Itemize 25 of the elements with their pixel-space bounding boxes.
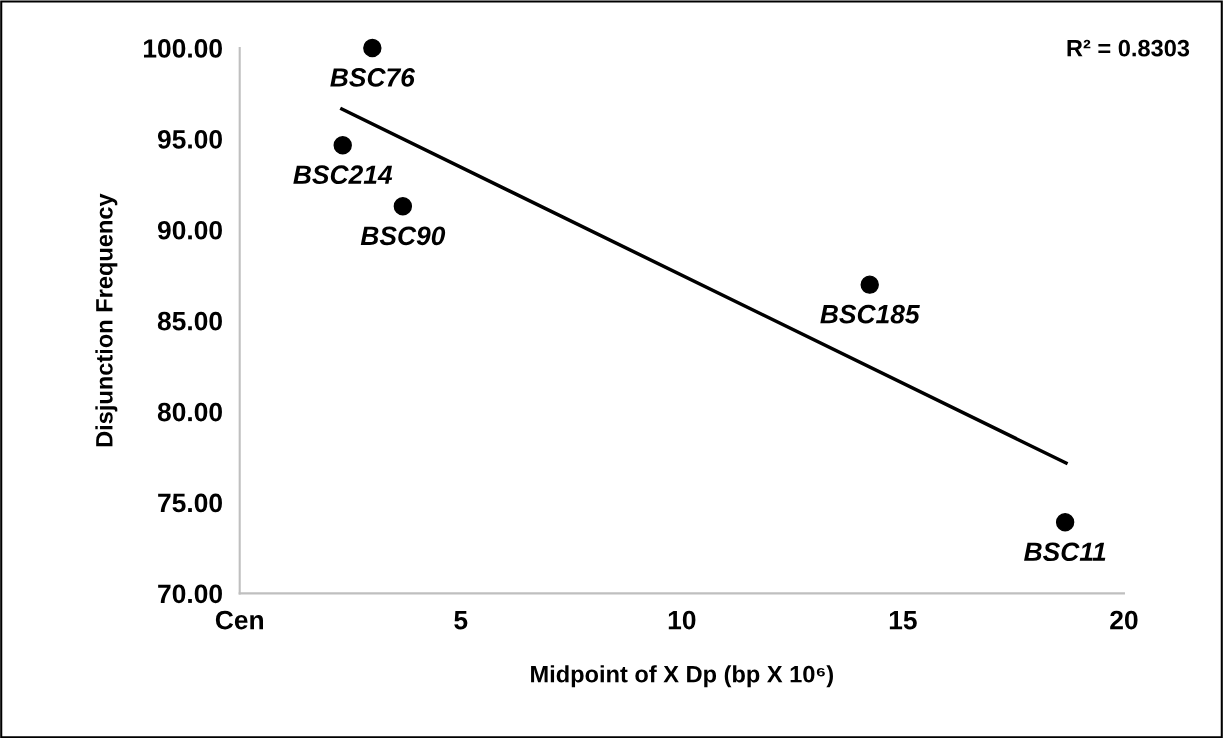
- x-tick-label: 5: [454, 610, 468, 630]
- y-tick-label: 75.00: [158, 493, 222, 513]
- annotation: BSC90: [360, 226, 446, 246]
- annotation: R² = 0.8303: [1067, 39, 1190, 57]
- x-tick-label: 10: [668, 610, 696, 630]
- point: [1055, 513, 1075, 532]
- y-tick-label: 85.00: [157, 311, 222, 331]
- y-tick-label: 100.00: [144, 39, 222, 58]
- annotation: BSC214: [293, 165, 393, 185]
- annotation: BSC76: [330, 68, 416, 87]
- y-axis-title: Disjunction Frequency: [95, 193, 118, 447]
- y-tick-label: 90.00: [157, 220, 222, 240]
- annotation: BSC185: [820, 304, 920, 324]
- point: [860, 275, 879, 294]
- point: [393, 197, 413, 216]
- x-axis-title: Midpoint of X Dp (bp X 10⁶): [531, 665, 833, 688]
- y-tick-label: 70.00: [158, 584, 222, 604]
- x-tick-label: 15: [889, 610, 917, 630]
- x-tick-label: 20: [1110, 610, 1138, 630]
- point: [333, 136, 352, 155]
- x-tick-label: Cen: [215, 610, 263, 630]
- annotation: BSC11: [1024, 542, 1106, 562]
- y-tick-label: 80.00: [157, 402, 222, 422]
- point: [363, 38, 382, 58]
- y-tick-label: 95.00: [157, 130, 222, 149]
